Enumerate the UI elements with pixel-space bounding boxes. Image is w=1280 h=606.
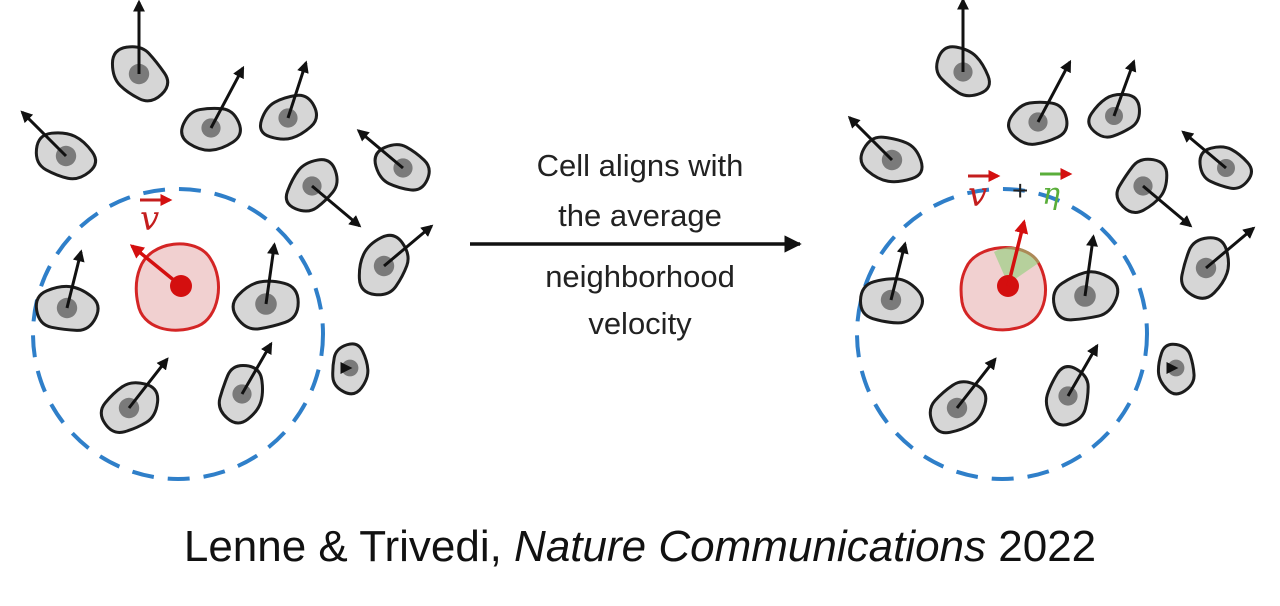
process-description: Cell aligns with the average neighborhoo… xyxy=(470,148,802,341)
svg-text:v: v xyxy=(968,175,987,215)
focal-cell xyxy=(959,219,1047,332)
velocity-arrow xyxy=(1006,219,1029,287)
cell xyxy=(258,60,319,141)
citation-journal: Nature Communications xyxy=(514,522,987,571)
cell xyxy=(217,341,273,425)
velocity-arrow xyxy=(356,129,404,170)
velocity-arrow xyxy=(264,242,279,305)
citation-year: 2022 xyxy=(998,522,1097,571)
citation-authors: Lenne & Trivedi, xyxy=(183,522,502,571)
velocity-noise-label: v + η xyxy=(968,168,1073,215)
cell xyxy=(1052,234,1120,322)
neighborhood-circle xyxy=(31,187,325,481)
velocity-arrow xyxy=(1083,234,1098,297)
cell xyxy=(1044,343,1099,427)
velocity-arrow xyxy=(240,341,273,395)
right-panel: v + η xyxy=(847,0,1256,481)
cell xyxy=(1115,157,1193,228)
velocity-arrow xyxy=(1181,130,1227,170)
velocity-arrow xyxy=(65,249,85,309)
velocity-arrow xyxy=(889,241,909,301)
velocity-label: v xyxy=(140,194,173,239)
left-panel: v xyxy=(20,0,434,481)
velocity-arrow xyxy=(1205,226,1256,270)
cell xyxy=(1156,342,1196,396)
noise-cone xyxy=(994,246,1040,284)
cell xyxy=(357,224,434,297)
velocity-arrow xyxy=(20,110,68,158)
cell xyxy=(928,357,997,435)
cell xyxy=(1087,59,1141,139)
cell xyxy=(180,65,245,152)
velocity-arrow xyxy=(1036,59,1072,123)
velocity-arrow xyxy=(383,224,434,268)
svg-text:v: v xyxy=(140,199,159,239)
velocity-arrow xyxy=(129,244,183,288)
cell-group xyxy=(847,0,1256,435)
label-line-1: Cell aligns with xyxy=(537,148,744,183)
cell xyxy=(1007,59,1072,146)
cell xyxy=(935,0,991,98)
cell xyxy=(847,115,924,184)
label-line-2: the average xyxy=(558,198,722,233)
citation: Lenne & Trivedi, Nature Communications 2… xyxy=(0,522,1280,572)
velocity-arrow xyxy=(847,115,894,162)
velocity-arrow xyxy=(127,357,169,409)
label-line-3: neighborhood xyxy=(545,259,735,294)
svg-text:η: η xyxy=(1042,177,1060,212)
cell xyxy=(99,357,169,434)
cell xyxy=(859,241,924,325)
cell xyxy=(231,242,300,331)
cell xyxy=(110,0,170,103)
cell xyxy=(34,249,100,332)
velocity-arrow xyxy=(955,357,997,409)
focal-cell xyxy=(129,242,220,332)
cell xyxy=(1181,130,1253,190)
velocity-arrow xyxy=(209,65,245,129)
cell xyxy=(20,110,98,181)
cell-group xyxy=(20,0,434,434)
neighborhood-circle xyxy=(855,187,1149,481)
velocity-arrow xyxy=(1112,59,1137,117)
velocity-arrow xyxy=(1142,184,1193,228)
cell xyxy=(1180,226,1256,300)
cell xyxy=(356,129,431,192)
cell xyxy=(284,158,362,228)
svg-text:+: + xyxy=(1012,175,1028,206)
velocity-arrow xyxy=(311,184,362,228)
label-line-4: velocity xyxy=(588,306,692,341)
velocity-arrow xyxy=(286,60,309,119)
velocity-arrow xyxy=(1066,343,1099,397)
cell xyxy=(331,342,370,396)
